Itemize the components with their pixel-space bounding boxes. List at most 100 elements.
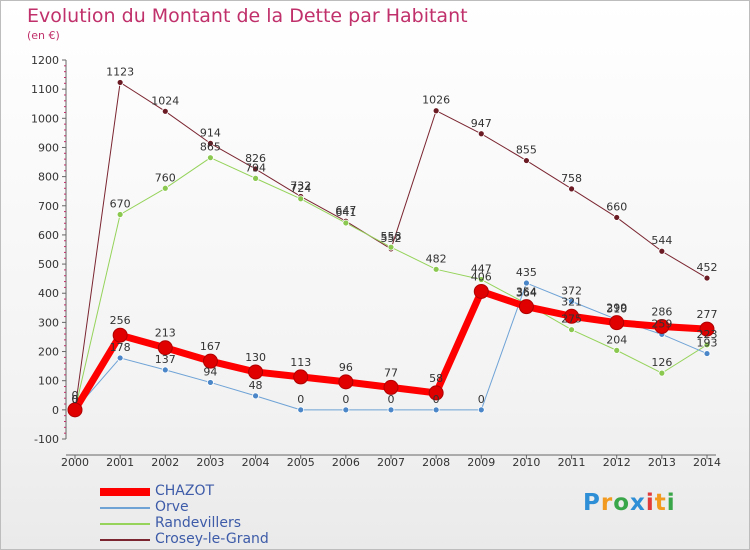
data-point xyxy=(518,299,534,315)
data-point xyxy=(338,374,354,390)
x-tick-label: 2002 xyxy=(151,456,179,469)
data-label: 223 xyxy=(697,328,718,341)
data-label: 435 xyxy=(516,266,537,279)
data-label: 310 xyxy=(606,302,627,315)
data-label: 0 xyxy=(342,393,349,406)
data-label: 126 xyxy=(651,356,672,369)
data-label: 647 xyxy=(335,204,356,217)
x-tick-label: 2008 xyxy=(422,456,450,469)
data-point xyxy=(207,139,214,147)
data-point xyxy=(699,321,715,337)
data-point xyxy=(116,354,124,362)
y-tick-label: 500 xyxy=(38,258,59,271)
y-tick-label: 1200 xyxy=(31,54,59,67)
data-point xyxy=(297,406,305,414)
data-label: 0 xyxy=(433,393,440,406)
data-label: 0 xyxy=(72,393,79,406)
chart-legend: CHAZOT Orve Randevillers Crosey-le-Grand xyxy=(100,483,300,548)
logo-letter: o xyxy=(613,490,631,516)
x-tick-label: 2004 xyxy=(242,456,270,469)
data-point xyxy=(432,406,440,414)
data-point xyxy=(703,350,711,357)
chart-subtitle: (en €) xyxy=(27,29,60,42)
x-tick-label: 2006 xyxy=(332,456,360,469)
y-tick-label: 1000 xyxy=(31,112,59,125)
chart-title: Evolution du Montant de la Dette par Hab… xyxy=(27,5,468,27)
data-point xyxy=(207,379,214,386)
data-point xyxy=(523,157,530,164)
data-point xyxy=(342,219,350,227)
x-tick-label: 2013 xyxy=(648,456,676,469)
x-tick-label: 2012 xyxy=(603,456,631,469)
y-tick-label: 400 xyxy=(38,287,59,300)
data-point xyxy=(432,107,440,115)
data-label: 914 xyxy=(200,126,221,139)
logo-letter: x xyxy=(630,490,646,516)
data-label: 48 xyxy=(249,379,263,392)
data-label: 58 xyxy=(429,372,443,385)
data-point xyxy=(568,326,575,334)
data-point xyxy=(202,353,218,369)
x-tick-label: 2001 xyxy=(106,456,134,469)
data-label: 544 xyxy=(651,234,672,247)
logo-letter: t xyxy=(654,490,667,516)
data-label: 1026 xyxy=(422,94,450,107)
legend-swatch-chazot xyxy=(100,488,150,496)
data-point xyxy=(161,366,169,374)
legend-item-orve: Orve xyxy=(100,499,300,516)
data-point xyxy=(477,276,485,283)
data-label: 364 xyxy=(516,287,537,300)
data-label: 372 xyxy=(561,284,582,297)
data-point xyxy=(116,79,124,86)
data-label: 113 xyxy=(290,356,311,369)
data-label: 452 xyxy=(697,261,718,274)
data-point xyxy=(568,185,575,193)
data-label: 321 xyxy=(561,295,582,308)
x-tick-label: 2005 xyxy=(287,456,315,469)
y-tick-label: -100 xyxy=(34,433,59,446)
y-tick-label: 900 xyxy=(38,141,59,154)
data-label: 286 xyxy=(651,305,672,318)
x-tick-label: 2009 xyxy=(467,456,495,469)
data-label: 94 xyxy=(203,365,217,378)
x-tick-label: 2007 xyxy=(377,456,405,469)
logo-letter: i xyxy=(645,490,655,516)
legend-label-crosey-le-grand: Crosey-le-Grand xyxy=(155,531,269,547)
data-label: 794 xyxy=(245,161,266,174)
data-label: 213 xyxy=(155,327,176,340)
x-tick-label: 2014 xyxy=(693,456,721,469)
legend-swatch-crosey-le-grand xyxy=(100,539,150,541)
data-label: 724 xyxy=(290,182,311,195)
y-tick-label: 200 xyxy=(38,346,59,359)
data-label: 855 xyxy=(516,144,537,157)
data-point xyxy=(477,406,485,414)
legend-swatch-orve xyxy=(100,507,150,509)
data-label: 275 xyxy=(561,313,582,326)
data-point xyxy=(383,379,399,395)
data-point xyxy=(252,392,259,400)
data-point xyxy=(473,283,489,299)
data-label: 660 xyxy=(606,200,627,213)
data-point xyxy=(703,274,711,282)
data-label: 0 xyxy=(478,393,485,406)
logo-letter: r xyxy=(600,490,614,516)
data-point xyxy=(252,174,259,182)
data-point xyxy=(112,327,128,343)
proxiti-logo: Proxiti xyxy=(583,490,676,516)
data-point xyxy=(248,364,264,380)
data-label: 0 xyxy=(72,393,79,406)
y-tick-label: 600 xyxy=(38,229,59,242)
legend-item-chazot: CHAZOT xyxy=(100,483,300,500)
data-point xyxy=(523,279,530,287)
x-tick-label: 2011 xyxy=(558,456,586,469)
data-label: 1024 xyxy=(151,94,179,107)
y-tick-label: 0 xyxy=(52,404,59,417)
legend-item-randevillers: Randevillers xyxy=(100,515,300,532)
y-tick-label: 700 xyxy=(38,200,59,213)
data-point xyxy=(67,402,83,418)
data-label: 947 xyxy=(471,117,492,130)
data-label: 193 xyxy=(697,337,718,350)
data-label: 558 xyxy=(381,230,402,243)
data-label: 826 xyxy=(245,152,266,165)
